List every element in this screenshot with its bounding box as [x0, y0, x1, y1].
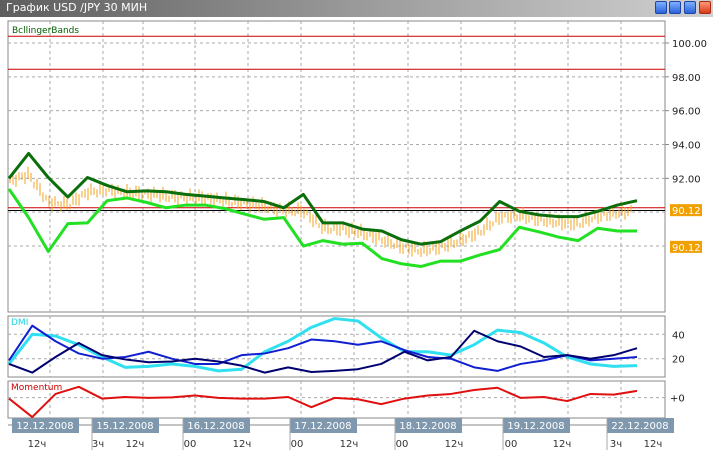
hour-label: 12ч — [553, 439, 572, 450]
panel-frame — [7, 380, 666, 419]
dmi-title: DMI — [11, 318, 28, 328]
panel-frame — [7, 20, 666, 313]
panel-frame — [7, 315, 666, 378]
date-box — [290, 418, 357, 433]
price-tag — [670, 204, 702, 217]
date-label: 16.12.2008 — [187, 421, 244, 432]
date-label: 18.12.2008 — [399, 421, 456, 432]
hour-label: 12ч — [445, 439, 464, 450]
y-tick-label: 20 — [672, 355, 685, 366]
window-titlebar: График USD /JPY 30 МИН — [0, 0, 713, 17]
date-label: 22.12.2008 — [611, 421, 668, 432]
hour-label: 00 — [184, 439, 197, 450]
momentum-line — [8, 385, 638, 419]
upper-band-line — [7, 151, 638, 246]
y-tick-label: +0 — [670, 394, 685, 405]
date-box — [503, 418, 570, 433]
lower-band-line — [7, 188, 637, 268]
hour-label: 12ч — [644, 439, 663, 450]
hour-label: 3ч — [610, 439, 622, 450]
date-label: 15.12.2008 — [96, 421, 153, 432]
date-box — [607, 418, 674, 433]
date-label: 19.12.2008 — [507, 421, 564, 432]
close-icon[interactable] — [699, 1, 711, 14]
date-box — [92, 418, 159, 433]
maximize-icon[interactable] — [684, 1, 696, 14]
date-box — [12, 418, 79, 433]
price-tag-label: 90.12 — [672, 243, 701, 254]
momentum-title: Momentum — [11, 383, 62, 393]
y-tick-label: 96.00 — [672, 107, 701, 118]
hour-label: 00 — [396, 439, 409, 450]
date-box — [183, 418, 250, 433]
y-tick-label: 94.00 — [672, 141, 701, 152]
date-label: 17.12.2008 — [294, 421, 351, 432]
tile-vertical-icon[interactable] — [655, 1, 667, 14]
hour-label: 00 — [505, 439, 518, 450]
hour-label: 12ч — [28, 439, 47, 450]
y-tick-label: 100.00 — [672, 39, 707, 50]
hour-label: 12ч — [340, 439, 359, 450]
bollinger-title: BcllingerBands — [12, 26, 79, 36]
y-tick-label: 98.00 — [672, 73, 701, 84]
price-tag — [670, 240, 702, 253]
tile-horizontal-icon[interactable] — [669, 1, 681, 14]
dmi-navy-line — [8, 329, 638, 374]
hour-label: 12ч — [126, 439, 145, 450]
date-label: 12.12.2008 — [16, 421, 73, 432]
hour-label: 12ч — [233, 439, 252, 450]
dmi-cyan-line — [7, 317, 638, 373]
window-title: График USD /JPY 30 МИН — [6, 1, 148, 14]
y-tick-label: 92.00 — [672, 174, 701, 185]
hour-label: 00 — [291, 439, 304, 450]
date-box — [395, 418, 462, 433]
hour-label: 3ч — [92, 439, 104, 450]
y-tick-label: 40 — [672, 330, 685, 341]
price-tag-label: 90.12 — [672, 206, 701, 217]
